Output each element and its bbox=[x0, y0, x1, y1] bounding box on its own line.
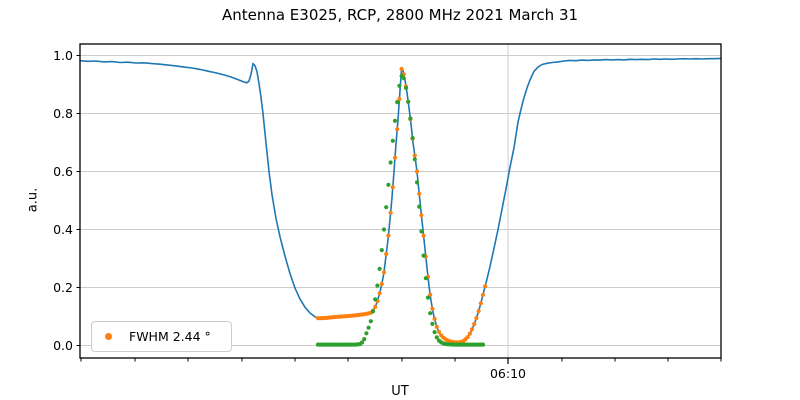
y-tick-label: 0.8 bbox=[53, 105, 73, 121]
y-tick-label: 0.2 bbox=[53, 279, 73, 295]
signal-line bbox=[79, 57, 722, 344]
x-tick-label: 06:10 bbox=[489, 366, 527, 381]
y-tick-label: 0.4 bbox=[53, 221, 73, 237]
scan-data-dots bbox=[315, 66, 488, 345]
x-axis-label: UT bbox=[391, 384, 409, 399]
y-tick-label: 0.0 bbox=[53, 337, 73, 353]
axes-spines bbox=[79, 43, 722, 359]
legend-label: FWHM 2.44 ° bbox=[129, 329, 211, 344]
y-tick-label: 1.0 bbox=[53, 47, 73, 63]
legend-marker-dot-icon bbox=[105, 333, 112, 340]
gaussian-fit-dots bbox=[315, 73, 486, 347]
chart-title: Antenna E3025, RCP, 2800 MHz 2021 March … bbox=[221, 6, 579, 24]
y-tick-label: 0.6 bbox=[53, 163, 73, 179]
legend: FWHM 2.44 ° bbox=[91, 321, 232, 352]
